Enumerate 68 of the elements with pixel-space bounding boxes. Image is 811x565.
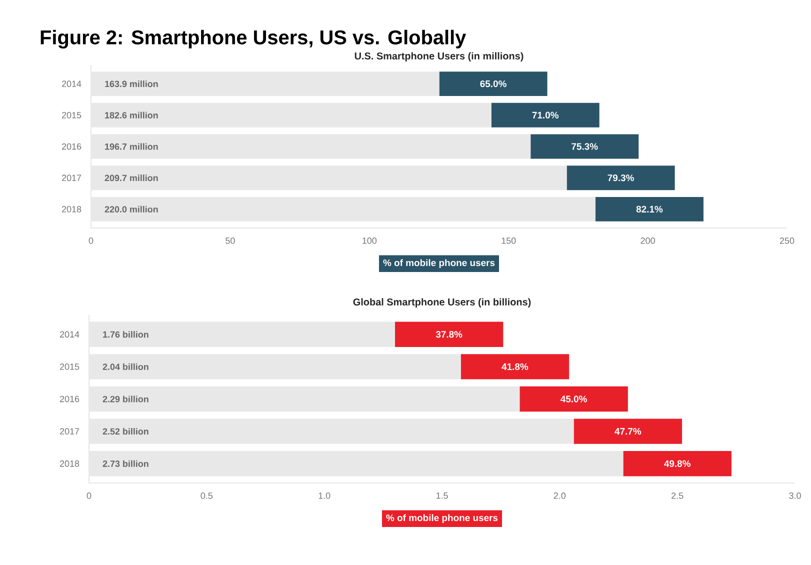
chart-subtitle: U.S. Smartphone Users (in millions) (354, 52, 524, 62)
x-tick-label: 3.0 (789, 492, 801, 499)
y-tick-label: 2014 (60, 331, 80, 338)
total-label: 2.04 billion (102, 363, 148, 370)
chart-title: Figure 2: Smartphone Users, US vs. Globally (40, 30, 466, 48)
annotation: 49.8% (664, 460, 691, 467)
total-label: 220.0 million (104, 206, 158, 212)
total-label: 196.7 million (105, 143, 158, 150)
total-label: 1.76 billion (103, 331, 148, 338)
bar (91, 196, 596, 222)
y-tick-label: 2018 (60, 460, 80, 467)
annotation: 45.0% (560, 396, 587, 402)
bar (530, 134, 639, 159)
x-tick-label: 50 (226, 237, 235, 244)
bar (91, 134, 531, 159)
y-tick-label: 2017 (60, 428, 80, 434)
y-tick-label: 2014 (62, 80, 82, 87)
bar (89, 418, 574, 444)
total-label: 2.52 billion (102, 428, 148, 435)
bar (491, 102, 600, 128)
x-tick-label: 2.5 (672, 492, 684, 499)
total-label: 2.29 billion (102, 396, 148, 402)
text: % of mobile phone users (383, 259, 495, 268)
annotation: 82.1% (636, 206, 663, 213)
annotation: 71.0% (532, 112, 559, 118)
annotation: 47.7% (614, 428, 642, 435)
x-tick-label: 1.0 (318, 492, 330, 499)
x-tick-label: 2.0 (554, 492, 566, 499)
annotation: 75.3% (572, 143, 598, 150)
x-tick-label: 0 (86, 492, 92, 499)
bar (460, 354, 570, 380)
total-label: 2.73 billion (102, 460, 148, 467)
x-tick-label: 1.5 (436, 492, 448, 499)
annotation: 41.8% (502, 363, 528, 370)
bar (91, 72, 440, 96)
x-tick-label: 0.5 (200, 492, 213, 499)
y-tick-label: 2015 (60, 364, 80, 370)
bar (91, 102, 492, 128)
annotation: 79.3% (608, 174, 634, 182)
x-tick-label: 150 (502, 237, 516, 244)
y-tick-label: 2015 (62, 112, 82, 118)
annotation: 65.0% (480, 80, 506, 88)
bar (89, 451, 624, 476)
x-tick-label: 100 (362, 237, 377, 244)
bar (394, 322, 504, 347)
y-tick-label: 2017 (62, 174, 82, 182)
annotation: 37.8% (436, 331, 462, 338)
y-tick-label: 2016 (62, 143, 82, 150)
bar (623, 451, 732, 476)
text: % of mobile phone users (386, 514, 498, 524)
bar (566, 166, 675, 190)
x-tick-label: 250 (780, 237, 794, 244)
y-tick-label: 2016 (60, 396, 80, 402)
bar (89, 354, 461, 380)
bar (89, 322, 395, 347)
bar (439, 72, 548, 96)
y-tick-label: 2018 (62, 206, 82, 212)
bar (89, 386, 520, 412)
bar (574, 418, 682, 444)
bar (595, 196, 704, 222)
x-tick-label: 0 (88, 237, 94, 244)
bar (91, 166, 567, 190)
total-label: 163.9 million (105, 80, 158, 88)
total-label: 182.6 million (105, 112, 158, 118)
bar (520, 386, 628, 412)
total-label: 209.7 million (104, 174, 158, 182)
chart-title: Global Smartphone Users (in billions) (353, 298, 531, 308)
x-tick-label: 200 (640, 237, 655, 244)
